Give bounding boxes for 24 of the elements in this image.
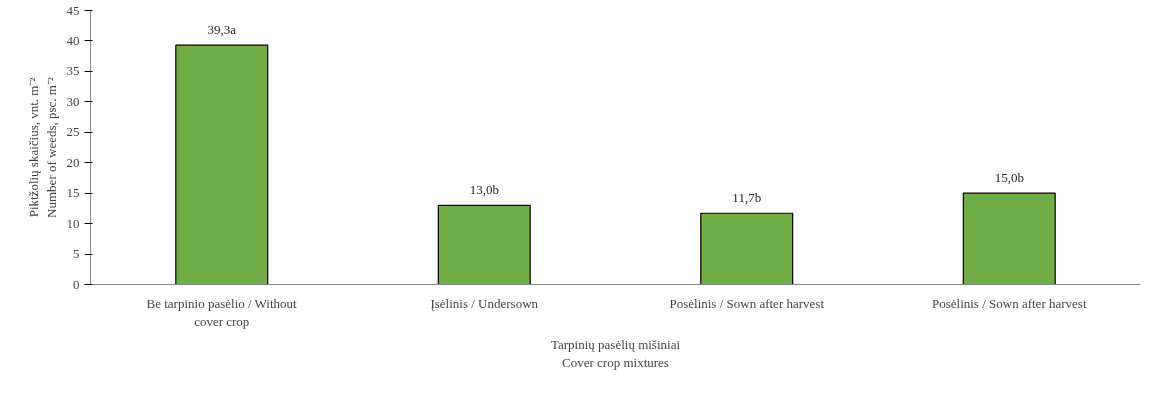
y-tick-label: 20 <box>66 154 80 170</box>
y-tick-label: 35 <box>66 63 80 79</box>
y-tick-label: 10 <box>66 215 80 231</box>
x-tick-label: Posėlinis / Sown after harvest <box>669 295 825 311</box>
y-tick-label: 25 <box>66 124 80 140</box>
data-label: 11,7b <box>732 190 762 206</box>
y-tick-label: 5 <box>73 246 80 262</box>
x-tick-label: Posėlinis / Sown after harvest <box>931 295 1087 311</box>
data-label: 13,0b <box>469 182 499 198</box>
y-tick-label: 15 <box>66 185 80 201</box>
x-tick-label: Be tarpinio pasėlio / Without cover crop <box>146 295 298 329</box>
data-label: 39,3a <box>207 22 237 38</box>
x-axis-title: Tarpinių pasėlių mišiniai Cover crop mixtures <box>550 336 681 370</box>
y-tick-label: 30 <box>66 93 80 109</box>
bar <box>437 204 531 285</box>
y-tick-label: 45 <box>66 2 80 18</box>
x-tick-label: Įsėlinis / Undersown <box>430 295 539 311</box>
y-tick-label: 40 <box>66 32 80 48</box>
data-label: 15,0b <box>994 170 1024 186</box>
y-tick-label: 0 <box>73 276 80 292</box>
y-axis-title: Piktžolių skaičius, vnt. m⁻² Number of weeds, psc. m⁻² <box>25 77 59 218</box>
bar <box>700 212 794 285</box>
bar <box>175 44 269 285</box>
bar <box>962 192 1056 285</box>
